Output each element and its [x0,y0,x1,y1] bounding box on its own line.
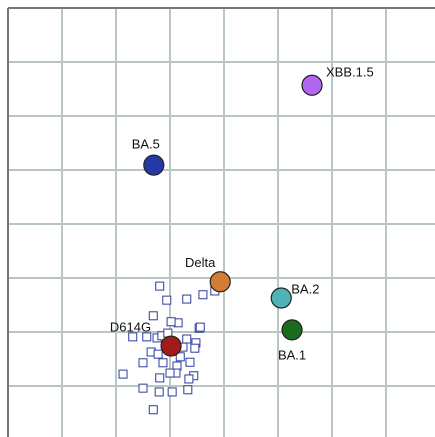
antigen-label: Delta [185,255,216,270]
serum-point [148,311,158,321]
serum-point [162,295,172,305]
antigen-point [143,154,165,176]
antigen-point [160,335,182,357]
serum-point [195,322,205,332]
serum-point [167,387,177,397]
serum-point [154,387,164,397]
antigen-point [301,74,323,96]
serum-point [142,332,152,342]
serum-point [182,294,192,304]
serum-point [190,343,200,353]
antigen-label: D614G [110,319,151,334]
serum-point [165,368,175,378]
serum-point [155,281,165,291]
serum-point [182,334,192,344]
serum-point [166,317,176,327]
serum-point [138,383,148,393]
serum-point [184,374,194,384]
serum-point [138,358,148,368]
serum-point [128,332,138,342]
serum-point [185,357,195,367]
serum-point [148,405,158,415]
antigen-label: BA.1 [278,347,306,362]
serum-point [118,369,128,379]
antigen-point [209,271,231,293]
serum-point [175,352,185,362]
antigen-label: XBB.1.5 [326,65,374,80]
serum-point [153,349,163,359]
antigen-point [270,287,292,309]
serum-point [158,358,168,368]
antigen-label: BA.2 [291,281,319,296]
serum-point [183,385,193,395]
serum-point [198,290,208,300]
serum-point [155,373,165,383]
antigen-label: BA.5 [132,137,160,152]
antigen-point [281,319,303,341]
